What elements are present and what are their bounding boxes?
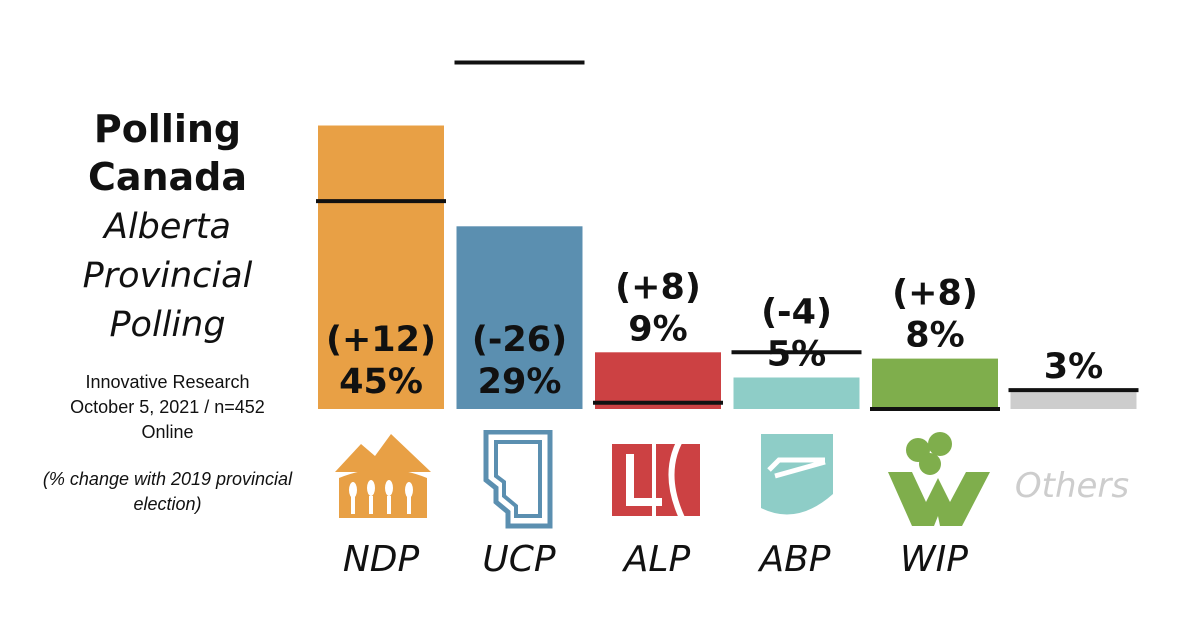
brand-title: Polling Canada xyxy=(87,107,248,199)
value-label-others: 3% xyxy=(1044,347,1103,387)
change-label-ucp: (-26) xyxy=(472,320,567,360)
source-line-pollster: Innovative Research xyxy=(85,372,250,392)
value-label-ucp: 29% xyxy=(478,362,562,402)
category-label-ndp: NDP xyxy=(342,539,420,580)
change-label-abp: (-4) xyxy=(761,293,832,333)
category-label-alp: ALP xyxy=(623,539,691,580)
value-label-alp: 9% xyxy=(628,309,687,349)
bar-ucp xyxy=(456,226,583,409)
bar-wip xyxy=(872,358,998,409)
change-label-alp: (+8) xyxy=(615,267,701,307)
bar-ndp xyxy=(318,125,444,409)
bar-abp xyxy=(733,377,860,409)
value-label-wip: 8% xyxy=(905,316,964,356)
bar-alp xyxy=(595,352,721,409)
change-note: (% change with 2019 provincial election) xyxy=(42,469,293,514)
category-label-ucp: UCP xyxy=(482,539,556,580)
category-label-abp: ABP xyxy=(759,539,831,580)
source-info: Innovative Research October 5, 2021 / n=… xyxy=(40,370,295,445)
change-label-wip: (+8) xyxy=(892,274,978,314)
title-block: Polling Canada Alberta Provincial Pollin… xyxy=(40,105,295,517)
wip-logo xyxy=(888,432,990,526)
source-line-method: Online xyxy=(141,422,194,442)
change-label-ndp: (+12) xyxy=(326,320,436,360)
alberta-outline-logo xyxy=(483,430,553,529)
alp-logo xyxy=(612,432,700,520)
source-line-date: October 5, 2021 / n=452 xyxy=(70,397,265,417)
abp-shield-logo xyxy=(761,434,833,515)
bar-others xyxy=(1010,390,1137,409)
value-label-ndp: 45% xyxy=(339,362,423,402)
chart-subtitle: Alberta Provincial Polling xyxy=(82,207,253,345)
category-label-others: Others xyxy=(1014,466,1130,506)
value-label-abp: 5% xyxy=(767,335,826,375)
ndp-logo xyxy=(335,434,431,518)
category-label-wip: WIP xyxy=(900,539,968,580)
